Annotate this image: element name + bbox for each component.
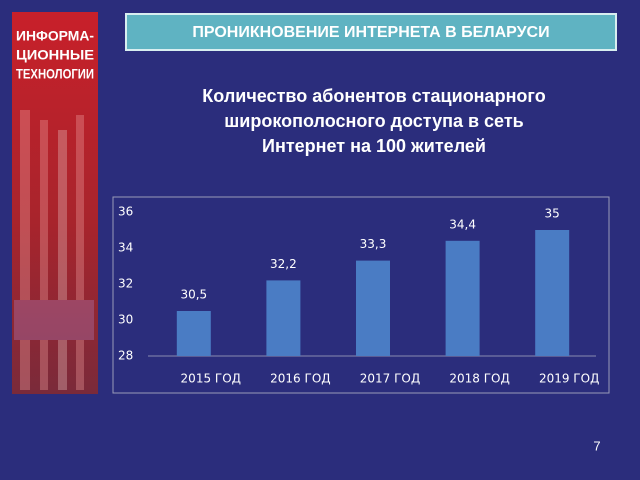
value-label: 32,2 <box>270 257 297 271</box>
value-label: 33,3 <box>360 237 387 251</box>
page-number: 7 <box>593 438 600 453</box>
y-tick-label: 36 <box>118 205 133 219</box>
x-tick-label: 2018 ГОД <box>449 372 510 386</box>
value-label: 34,4 <box>449 217 476 231</box>
y-tick-label: 30 <box>118 313 133 327</box>
side-panel <box>12 12 98 394</box>
panel-decoration <box>14 110 94 390</box>
side-panel-line: ИНФОРМА- <box>16 28 94 44</box>
side-panel-line: ТЕХНОЛОГИИ <box>16 66 94 82</box>
header-title: ПРОНИКНОВЕНИЕ ИНТЕРНЕТА В БЕЛАРУСИ <box>192 24 549 41</box>
y-tick-label: 28 <box>118 349 133 363</box>
chart-title-line: Количество абонентов стационарного <box>202 86 545 106</box>
bar <box>535 230 570 356</box>
chart-title: Количество абонентов стационарного широко… <box>202 86 545 156</box>
chart-title-line: Интернет на 100 жителей <box>262 136 486 156</box>
y-tick-label: 32 <box>118 277 133 291</box>
x-tick-label: 2016 ГОД <box>270 372 331 386</box>
side-panel-line: ЦИОННЫЕ <box>16 47 94 63</box>
y-tick-label: 34 <box>118 241 133 255</box>
bar <box>266 280 301 356</box>
bar <box>176 311 211 356</box>
bar <box>356 260 390 356</box>
chart-title-line: широкополосного доступа в сеть <box>224 111 523 131</box>
side-panel-text: ИНФОРМА- ЦИОННЫЕ ТЕХНОЛОГИИ <box>16 28 94 82</box>
value-label: 30,5 <box>180 288 207 302</box>
value-label: 35 <box>545 207 560 221</box>
header-box <box>125 13 617 51</box>
x-tick-label: 2017 ГОД <box>360 372 421 386</box>
bar <box>445 240 480 356</box>
x-tick-label: 2015 ГОД <box>181 372 242 386</box>
x-tick-label: 2019 ГОД <box>539 372 600 386</box>
